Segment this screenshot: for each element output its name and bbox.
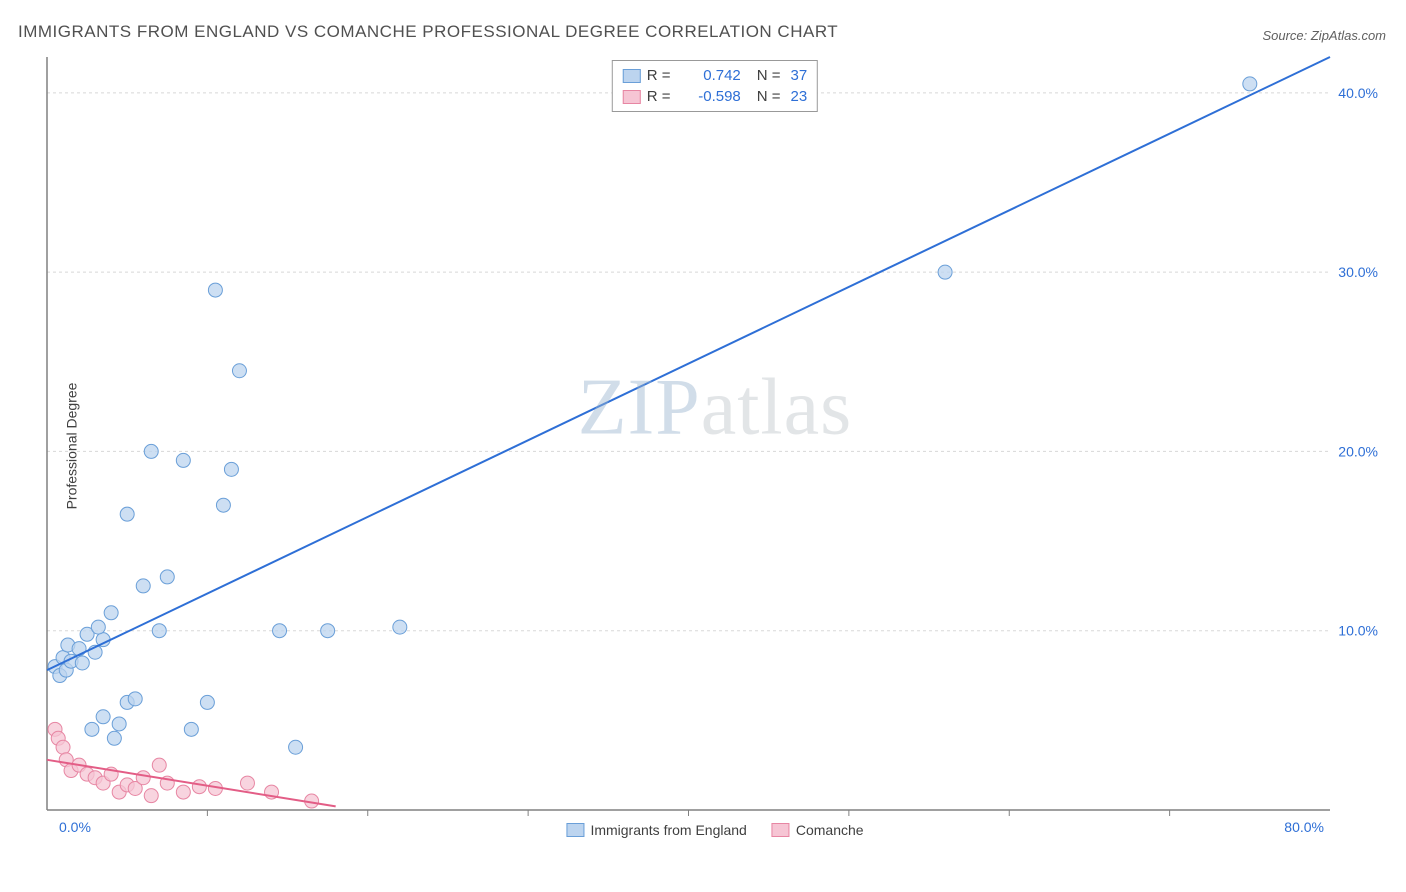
legend-item-series1: Immigrants from England (566, 822, 746, 838)
r-value: 0.742 (681, 67, 741, 84)
n-value: 23 (791, 88, 808, 105)
legend-row-series1: R = 0.742 N = 37 (623, 65, 807, 86)
n-value: 37 (791, 67, 808, 84)
legend-swatch-icon (623, 90, 641, 104)
legend-item-series2: Comanche (772, 822, 864, 838)
svg-text:10.0%: 10.0% (1338, 623, 1378, 639)
legend-row-series2: R = -0.598 N = 23 (623, 86, 807, 107)
chart-area: ZIPatlas 10.0%20.0%30.0%40.0%0.0%80.0% R… (45, 55, 1385, 840)
correlation-legend: R = 0.742 N = 37 R = -0.598 N = 23 (612, 60, 818, 112)
r-label: R = (647, 88, 675, 105)
series-legend: Immigrants from England Comanche (566, 822, 863, 838)
legend-label: Comanche (796, 822, 864, 838)
svg-text:20.0%: 20.0% (1338, 443, 1378, 459)
legend-swatch-icon (772, 823, 790, 837)
svg-text:40.0%: 40.0% (1338, 85, 1378, 101)
n-label: N = (757, 67, 781, 84)
svg-text:0.0%: 0.0% (59, 819, 91, 835)
scatter-chart: 10.0% 20.0% 30.0% 40.0% 0.0% 80.0% (45, 55, 1385, 840)
legend-swatch-icon (566, 823, 584, 837)
n-label: N = (757, 88, 781, 105)
source-label: Source: ZipAtlas.com (1262, 28, 1386, 43)
chart-title: IMMIGRANTS FROM ENGLAND VS COMANCHE PROF… (18, 22, 838, 42)
legend-swatch-icon (623, 69, 641, 83)
r-label: R = (647, 67, 675, 84)
svg-text:30.0%: 30.0% (1338, 264, 1378, 280)
svg-text:80.0%: 80.0% (1284, 819, 1324, 835)
r-value: -0.598 (681, 88, 741, 105)
legend-label: Immigrants from England (590, 822, 746, 838)
